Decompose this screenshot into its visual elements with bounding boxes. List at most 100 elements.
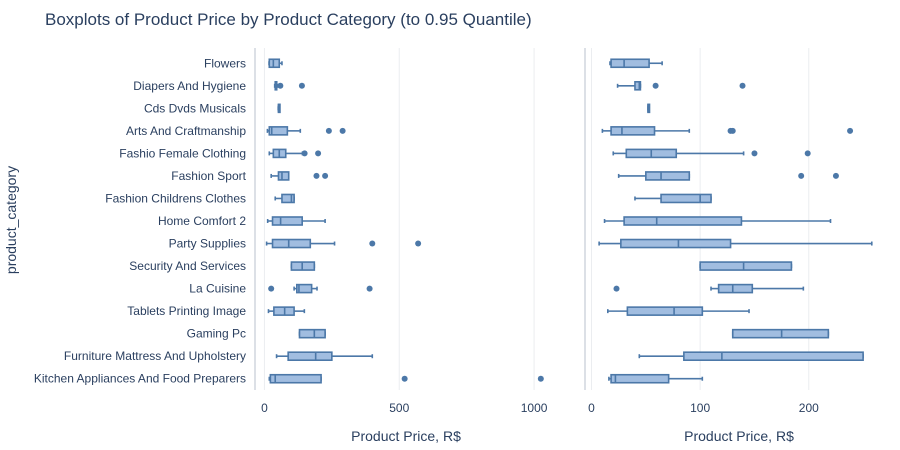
box-6 [274, 193, 295, 204]
box-8 [598, 238, 873, 249]
category-label: Fashion Sport [171, 169, 246, 183]
box-11 [607, 306, 750, 316]
box-9 [699, 261, 793, 271]
iqr-box [634, 81, 642, 91]
iqr-box [610, 373, 670, 384]
box-2 [277, 103, 281, 114]
iqr-box [699, 261, 793, 271]
left-panel: 0 500 1000 [254, 48, 548, 415]
outlier-point [832, 172, 839, 179]
right-panel: 0 100 200 [584, 48, 873, 415]
box-14 [268, 373, 544, 384]
right-x-axis-label: Product Price, R$ [684, 428, 794, 444]
category-label: Home Comfort 2 [158, 214, 246, 228]
outlier-point [313, 172, 320, 179]
iqr-box [731, 328, 830, 339]
category-label: Diapers And Hygiene [133, 79, 246, 93]
outlier-point [339, 127, 346, 134]
x-tick-label: 500 [389, 401, 409, 415]
outlier-point [277, 82, 284, 89]
outlier-point [739, 82, 746, 89]
x-tick-label: 200 [799, 401, 819, 415]
box-7 [266, 216, 326, 226]
outlier-point [804, 150, 811, 157]
outlier-point [613, 285, 620, 292]
box-10 [613, 283, 805, 294]
outlier-point [325, 127, 332, 134]
box-1 [616, 81, 746, 91]
box-2 [647, 103, 651, 114]
iqr-box [645, 171, 691, 181]
category-label: Tablets Printing Image [127, 304, 246, 318]
chart-title: Boxplots of Product Price by Product Cat… [45, 10, 532, 29]
box-5 [270, 171, 329, 181]
x-tick-label: 1000 [521, 401, 548, 415]
outlier-point [322, 172, 329, 179]
box-4 [612, 148, 811, 159]
box-7 [603, 216, 832, 226]
box-12 [731, 328, 830, 339]
iqr-box [717, 283, 754, 294]
iqr-box [626, 306, 704, 316]
iqr-box [660, 193, 712, 204]
iqr-box [295, 283, 313, 294]
y-axis-label: product_category [3, 166, 19, 274]
box-4 [268, 148, 322, 159]
iqr-box [620, 238, 732, 249]
box-13 [275, 351, 374, 362]
box-1 [273, 81, 305, 91]
x-tick-label: 0 [261, 401, 268, 415]
category-label: Gaming Pc [187, 327, 246, 341]
x-tick-label: 0 [588, 401, 595, 415]
box-0 [609, 58, 663, 69]
outlier-point [298, 82, 305, 89]
iqr-box [683, 351, 864, 362]
iqr-box [281, 193, 295, 204]
category-label: La Cuisine [189, 282, 246, 296]
iqr-box [269, 373, 322, 384]
outlier-point [415, 240, 422, 247]
iqr-box [287, 351, 333, 362]
category-label: Kitchen Appliances And Food Preparers [34, 372, 246, 386]
iqr-box [271, 216, 303, 226]
iqr-box [271, 238, 312, 249]
category-label: Party Supplies [169, 237, 246, 251]
x-tick-label: 100 [690, 401, 710, 415]
outlier-point [401, 375, 408, 382]
box-9 [290, 261, 316, 271]
iqr-box [268, 126, 289, 136]
category-label: Arts And Craftmanship [126, 124, 246, 138]
outlier-point [366, 285, 373, 292]
iqr-box [277, 171, 290, 181]
outlier-point [369, 240, 376, 247]
box-13 [638, 351, 864, 362]
box-3 [601, 126, 854, 136]
box-12 [298, 328, 326, 339]
outlier-point [751, 150, 758, 157]
category-label: Furniture Mattress And Upholstery [64, 349, 246, 363]
category-label: Fashion Childrens Clothes [105, 191, 246, 205]
outlier-point [847, 127, 854, 134]
left-x-axis-label: Product Price, R$ [351, 428, 461, 444]
box-6 [634, 193, 712, 204]
box-10 [268, 283, 373, 294]
outlier-point [729, 127, 736, 134]
box-5 [617, 171, 839, 181]
iqr-box [610, 126, 656, 136]
outlier-point [301, 150, 308, 157]
category-label: Cds Dvds Musicals [144, 101, 246, 115]
category-labels: Flowers Diapers And Hygiene Cds Dvds Music… [34, 56, 247, 385]
iqr-box [298, 328, 326, 339]
category-label: Fashio Female Clothing [119, 146, 246, 160]
iqr-box [268, 58, 281, 69]
outlier-point [652, 82, 659, 89]
iqr-box [623, 216, 743, 226]
box-14 [608, 373, 704, 384]
outlier-point [315, 150, 322, 157]
box-3 [266, 126, 346, 136]
outlier-point [537, 375, 544, 382]
box-8 [265, 238, 422, 249]
box-11 [267, 306, 306, 316]
category-label: Security And Services [129, 259, 246, 273]
